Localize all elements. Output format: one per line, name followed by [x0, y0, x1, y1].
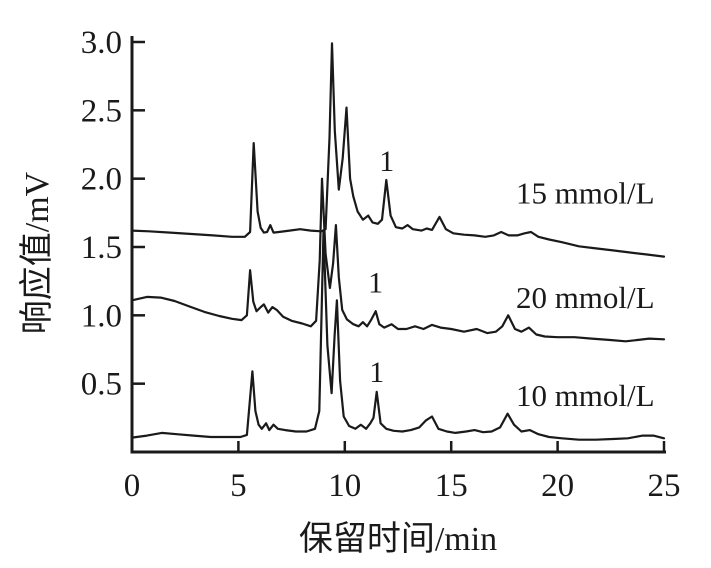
x-tick-label: 15	[435, 468, 468, 504]
series-concentration-label: 15 mmol/L	[516, 176, 655, 211]
x-tick-label: 20	[541, 468, 574, 504]
x-tick-label: 25	[648, 468, 681, 504]
x-tick-label: 10	[328, 468, 361, 504]
trace-15-mmol-l	[130, 42, 666, 258]
peak-number-label: 1	[379, 145, 394, 178]
y-tick-label: 1.0	[81, 298, 122, 334]
y-tick-label: 2.0	[81, 162, 122, 198]
trace-20-mmol-l	[130, 177, 666, 343]
x-axis-title: 保留时间/min	[298, 521, 498, 558]
series-concentration-label: 10 mmol/L	[516, 378, 655, 413]
y-axis-title: 响应值/mV	[19, 171, 56, 335]
y-tick-label: 2.5	[81, 93, 122, 129]
y-tick-label: 3.0	[81, 25, 122, 61]
y-tick-label: 0.5	[81, 367, 122, 403]
peak-number-label: 1	[368, 267, 383, 300]
peak-number-label: 1	[369, 356, 384, 389]
trace-10-mmol-l	[130, 229, 666, 441]
series-concentration-label: 20 mmol/L	[516, 280, 655, 315]
x-tick-label: 5	[230, 468, 247, 504]
y-tick-label: 1.5	[81, 230, 122, 266]
x-tick-label: 0	[124, 468, 141, 504]
